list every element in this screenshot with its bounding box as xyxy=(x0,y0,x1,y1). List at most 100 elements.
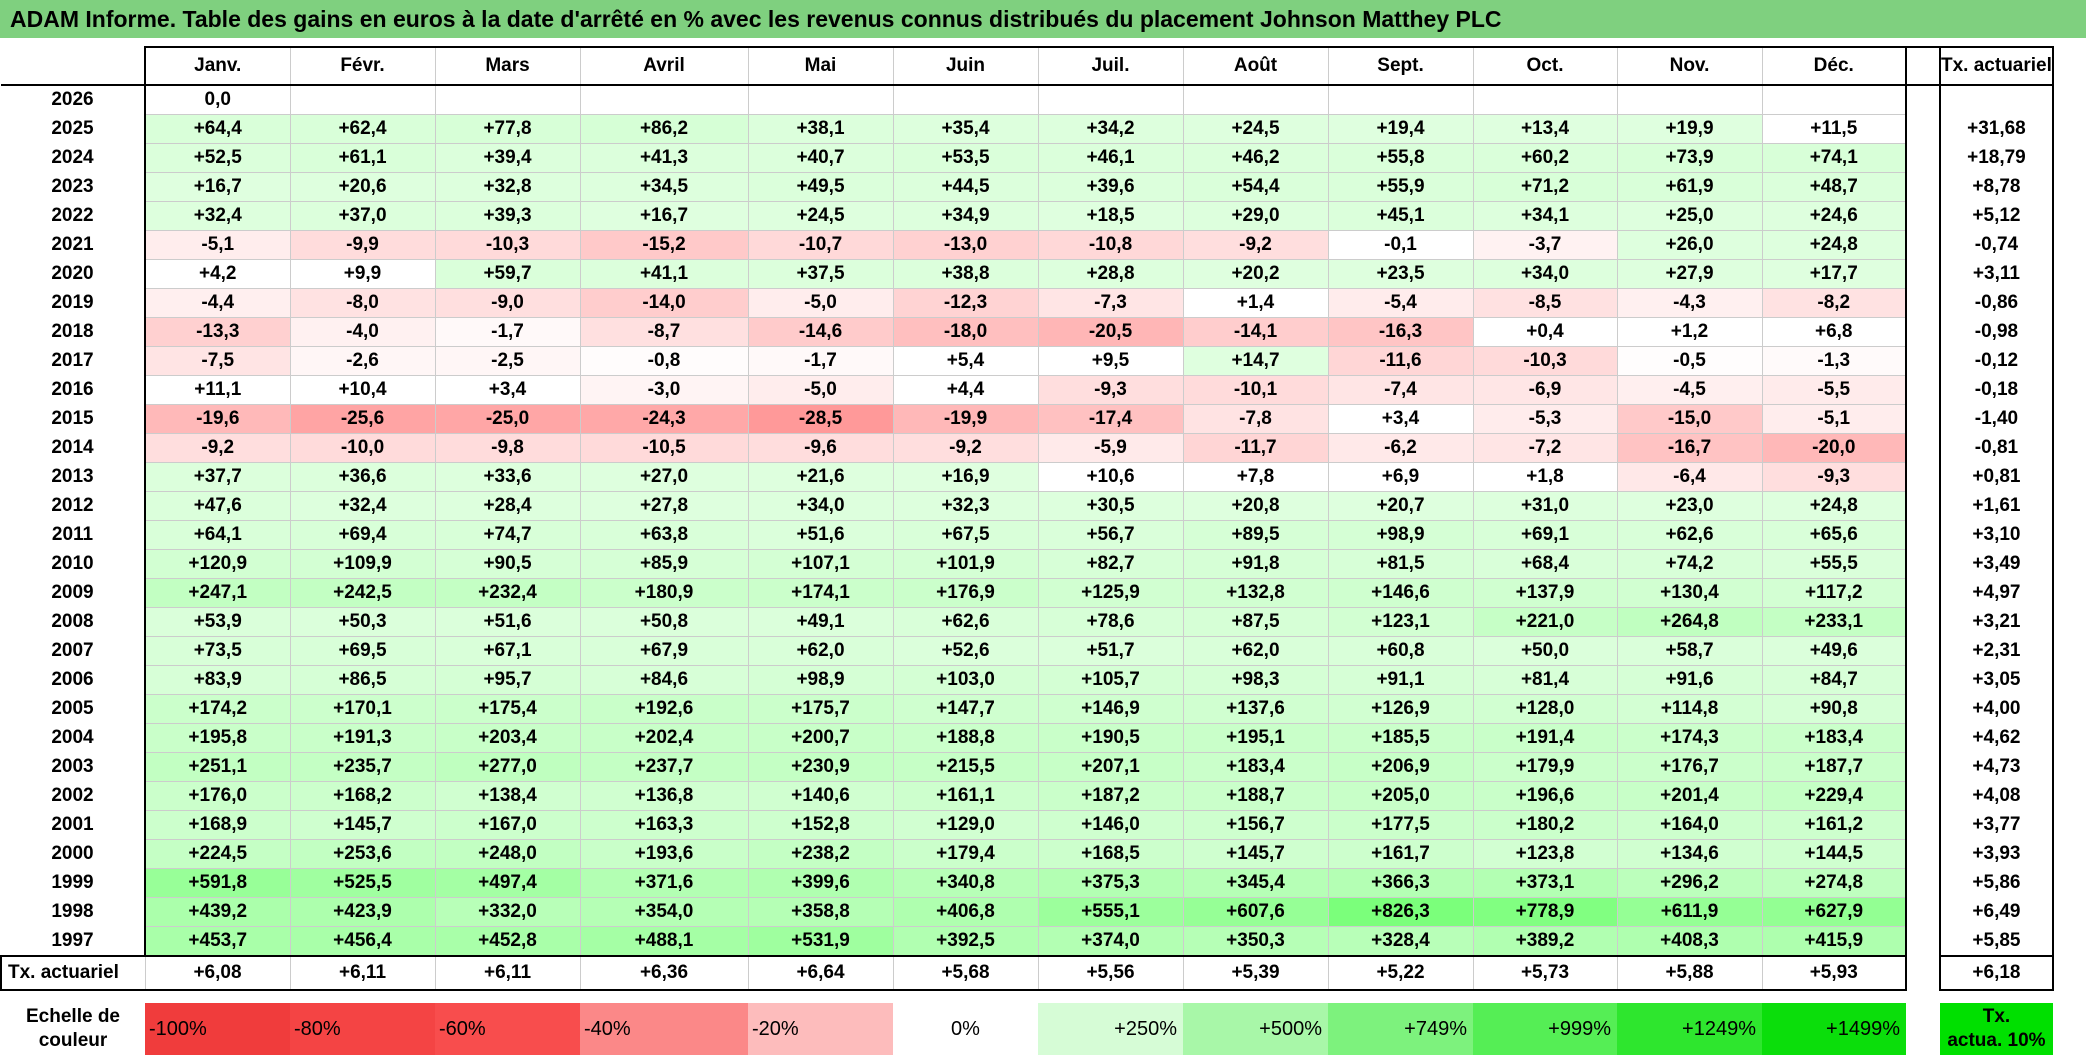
totals-value: +6,64 xyxy=(747,955,894,991)
gap-cell xyxy=(1906,607,1940,637)
value-cell: +48,7 xyxy=(1761,172,1907,202)
month-header: Déc. xyxy=(1761,46,1907,86)
value-cell: +439,2 xyxy=(144,897,291,927)
value-cell: +60,8 xyxy=(1327,636,1474,666)
tx-value: +8,78 xyxy=(1939,172,2054,202)
table-row: 2026 0,0 xyxy=(1,84,2054,115)
gap-cell xyxy=(1906,433,1940,463)
tx-value: +5,85 xyxy=(1939,926,2054,957)
value-cell: +168,2 xyxy=(289,781,436,811)
value-cell: -5,0 xyxy=(747,288,894,318)
value-cell: +39,3 xyxy=(434,201,581,231)
value-cell: +91,6 xyxy=(1616,665,1763,695)
value-cell: +58,7 xyxy=(1616,636,1763,666)
gap-cell xyxy=(1906,723,1940,753)
gap-cell xyxy=(1906,926,1940,956)
totals-value: +6,36 xyxy=(579,955,749,991)
table-row: 2022 +32,4 +37,0 +39,3 +16,7 +24,5 +34,9 +18,5 +… xyxy=(1,201,2054,231)
value-cell: +531,9 xyxy=(747,926,894,957)
tx-value: +3,49 xyxy=(1939,549,2054,579)
tx-value: +1,61 xyxy=(1939,491,2054,521)
value-cell: +123,8 xyxy=(1472,839,1618,869)
value-cell: +778,9 xyxy=(1472,897,1618,927)
value-cell: -3,0 xyxy=(579,375,749,405)
table-row: 2025 +64,4 +62,4 +77,8 +86,2 +38,1 +35,4 +34,2 +… xyxy=(1,114,2054,144)
value-cell: +5,4 xyxy=(892,346,1039,376)
value-cell: +188,7 xyxy=(1182,781,1329,811)
table-row: 2015 -19,6 -25,6 -25,0 -24,3 -28,5 -19,9 -17,4-… xyxy=(1,404,2054,434)
value-cell: -9,3 xyxy=(1761,462,1907,492)
value-cell: +26,0 xyxy=(1616,230,1763,260)
tx-value: -0,74 xyxy=(1939,230,2054,260)
value-cell: +456,4 xyxy=(289,926,436,957)
value-cell: +200,7 xyxy=(747,723,894,753)
value-cell: -10,3 xyxy=(1472,346,1618,376)
value-cell: +86,5 xyxy=(289,665,436,695)
value-cell: +11,5 xyxy=(1761,114,1907,144)
gap-cell xyxy=(1906,317,1940,347)
value-cell: +195,8 xyxy=(144,723,291,753)
color-scale-label: Echelle de couleur xyxy=(1,1003,145,1055)
totals-value: +5,56 xyxy=(1037,955,1184,991)
value-cell: -20,0 xyxy=(1761,433,1907,463)
value-cell: -14,6 xyxy=(747,317,894,347)
value-cell: +134,6 xyxy=(1616,839,1763,869)
gap-cell xyxy=(1906,114,1940,144)
value-cell: +525,5 xyxy=(289,868,436,898)
gap-cell xyxy=(1906,201,1940,231)
gap-cell xyxy=(1906,172,1940,202)
value-cell: -7,4 xyxy=(1327,375,1474,405)
value-cell: +50,0 xyxy=(1472,636,1618,666)
value-cell: +237,7 xyxy=(579,752,749,782)
value-cell xyxy=(434,84,581,115)
gap-cell xyxy=(1906,810,1940,840)
value-cell: -10,8 xyxy=(1037,230,1184,260)
value-cell: -0,8 xyxy=(579,346,749,376)
value-cell: +78,6 xyxy=(1037,607,1184,637)
value-cell: +137,9 xyxy=(1472,578,1618,608)
value-cell: +24,5 xyxy=(747,201,894,231)
value-cell: +6,8 xyxy=(1761,317,1907,347)
tx-value: +0,81 xyxy=(1939,462,2054,492)
value-cell: -0,1 xyxy=(1327,230,1474,260)
value-cell: +18,5 xyxy=(1037,201,1184,231)
value-cell: -15,2 xyxy=(579,230,749,260)
gap-cell xyxy=(1906,491,1940,521)
tx-value: -0,12 xyxy=(1939,346,2054,376)
value-cell: +4,2 xyxy=(144,259,291,289)
value-cell: +117,2 xyxy=(1761,578,1907,608)
value-cell: +14,7 xyxy=(1182,346,1329,376)
value-cell: +98,9 xyxy=(747,665,894,695)
value-cell: +25,0 xyxy=(1616,201,1763,231)
color-scale-step: -100% xyxy=(145,1003,290,1055)
tx-value: +31,68 xyxy=(1939,114,2054,144)
tx-value: +4,00 xyxy=(1939,694,2054,724)
value-cell: +340,8 xyxy=(892,868,1039,898)
gap-cell xyxy=(1906,85,1940,115)
corner-cell xyxy=(1,47,145,86)
month-header: Mai xyxy=(747,46,894,86)
year-label: 2022 xyxy=(51,205,94,226)
color-scale-step: -40% xyxy=(580,1003,748,1055)
table-row: 2009 +247,1 +242,5 +232,4 +180,9 +174,1 +176,9… xyxy=(1,578,2054,608)
value-cell: +147,7 xyxy=(892,694,1039,724)
value-cell: +358,8 xyxy=(747,897,894,927)
value-cell: -10,0 xyxy=(289,433,436,463)
value-cell: +156,7 xyxy=(1182,810,1329,840)
color-scale-tx-line1: Tx. xyxy=(1982,1006,2011,1027)
value-cell: +193,6 xyxy=(579,839,749,869)
value-cell: +41,1 xyxy=(579,259,749,289)
year-label: 1998 xyxy=(51,901,94,922)
value-cell: +366,3 xyxy=(1327,868,1474,898)
value-cell: +62,0 xyxy=(1182,636,1329,666)
value-cell: +423,9 xyxy=(289,897,436,927)
value-cell: +84,6 xyxy=(579,665,749,695)
value-cell: +607,6 xyxy=(1182,897,1329,927)
table-row: 2016 +11,1 +10,4 +3,4 -3,0 -5,0 +4,4 -9,3 -10,1-… xyxy=(1,375,2054,405)
tx-value xyxy=(1939,85,2054,115)
table-row: 2017 -7,5 -2,6 -2,5 -0,8 -1,7 +5,4 +9,5 +14,7 -11… xyxy=(1,346,2054,376)
value-cell: +53,5 xyxy=(892,143,1039,173)
value-cell: +17,7 xyxy=(1761,259,1907,289)
value-cell: -16,7 xyxy=(1616,433,1763,463)
value-cell: +128,0 xyxy=(1472,694,1618,724)
